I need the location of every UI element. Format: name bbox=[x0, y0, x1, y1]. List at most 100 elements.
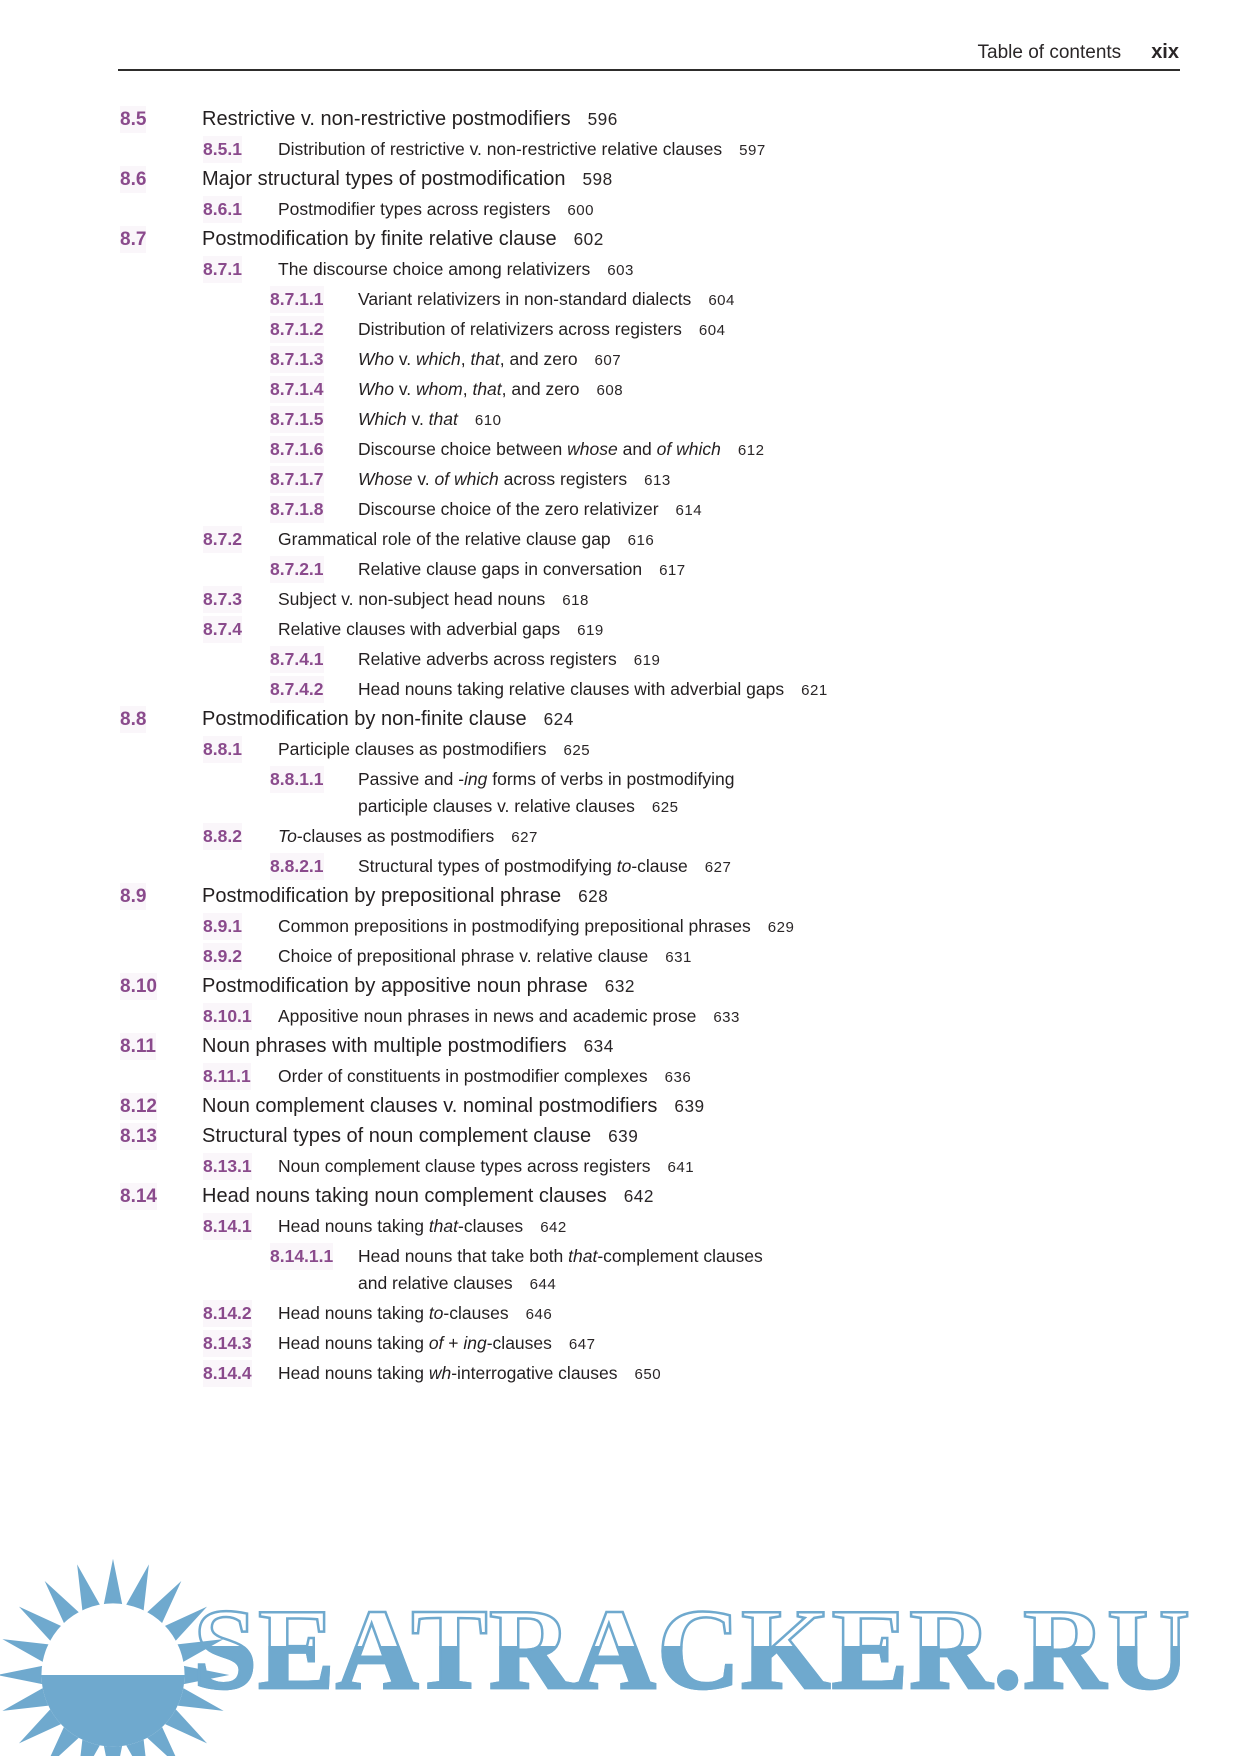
toc-entry: 8.14.3 Head nouns taking of + ing-clauses… bbox=[0, 1330, 1245, 1358]
header-title: Table of contents bbox=[977, 42, 1122, 63]
section-title: Head nouns that take both that-complemen… bbox=[358, 1246, 763, 1293]
sun-icon bbox=[0, 1558, 230, 1756]
section-number: 8.6 bbox=[120, 166, 147, 193]
section-title: Whose v. of which across registers bbox=[358, 469, 628, 489]
page-number: 650 bbox=[634, 1366, 662, 1383]
toc-entry: 8.10 Postmodification by appositive noun … bbox=[0, 973, 1245, 1000]
section-title: Noun complement clauses v. nominal postm… bbox=[202, 1095, 658, 1117]
toc-entry: 8.14.1 Head nouns taking that-clauses 642 bbox=[0, 1213, 1245, 1241]
section-number: 8.7.1.6 bbox=[270, 436, 324, 463]
toc-entry: 8.13 Structural types of noun complement … bbox=[0, 1123, 1245, 1150]
toc-entry: 8.11.1 Order of constituents in postmodif… bbox=[0, 1063, 1245, 1091]
page-number: 627 bbox=[704, 859, 732, 876]
page-number: 597 bbox=[739, 142, 766, 159]
page-number: 612 bbox=[737, 442, 765, 459]
toc-entry: 8.7.3 Subject v. non-subject head nouns 61… bbox=[0, 586, 1245, 614]
section-number: 8.7.2.1 bbox=[270, 556, 324, 583]
toc-entry: 8.5.1 Distribution of restrictive v. non-… bbox=[0, 136, 1245, 164]
page-number: 625 bbox=[563, 742, 591, 759]
section-title: Who v. which, that, and zero bbox=[358, 349, 578, 369]
page-number: 629 bbox=[767, 919, 795, 936]
toc-entry: 8.7.1.8 Discourse choice of the zero rela… bbox=[0, 496, 1245, 524]
page-number: 604 bbox=[708, 292, 735, 309]
section-number: 8.8 bbox=[120, 706, 147, 733]
section-number: 8.9 bbox=[120, 883, 147, 910]
section-number: 8.7.4.2 bbox=[270, 676, 324, 703]
page-number: 602 bbox=[573, 229, 604, 249]
page-number: 628 bbox=[578, 886, 609, 906]
section-title: Structural types of noun complement clau… bbox=[202, 1125, 592, 1147]
page-number: 603 bbox=[607, 262, 634, 279]
watermark-text: SEATRACKER.RU bbox=[192, 1586, 1192, 1713]
section-title: Head nouns taking wh-interrogative claus… bbox=[278, 1363, 618, 1383]
section-number: 8.8.1.1 bbox=[270, 766, 324, 793]
toc-entry: 8.6.1 Postmodifier types across registers… bbox=[0, 196, 1245, 224]
toc-entry: 8.9.2 Choice of prepositional phrase v. r… bbox=[0, 943, 1245, 971]
section-title: To-clauses as postmodifiers bbox=[278, 826, 495, 846]
page-number: 639 bbox=[608, 1126, 639, 1146]
section-number: 8.7 bbox=[120, 226, 147, 253]
toc-entry: 8.5 Restrictive v. non-restrictive postmo… bbox=[0, 106, 1245, 133]
section-number: 8.8.2.1 bbox=[270, 853, 324, 880]
section-title: Distribution of restrictive v. non-restr… bbox=[278, 139, 723, 159]
toc-entry: 8.6 Major structural types of postmodific… bbox=[0, 166, 1245, 193]
page-number: 598 bbox=[582, 169, 613, 189]
toc-entry: 8.7.1.7 Whose v. of which across register… bbox=[0, 466, 1245, 494]
section-number: 8.10 bbox=[120, 973, 157, 1000]
section-title: Grammatical role of the relative clause … bbox=[278, 529, 611, 549]
toc-entry: 8.12 Noun complement clauses v. nominal p… bbox=[0, 1093, 1245, 1120]
section-number: 8.7.4 bbox=[203, 616, 242, 643]
section-title: Postmodification by non-finite clause bbox=[202, 708, 527, 730]
toc-entry: 8.9.1 Common prepositions in postmodifyin… bbox=[0, 913, 1245, 941]
toc-entry: 8.7.4 Relative clauses with adverbial gap… bbox=[0, 616, 1245, 644]
toc-list: 8.5 Restrictive v. non-restrictive postmo… bbox=[0, 104, 1245, 1390]
page-number: 614 bbox=[675, 502, 703, 519]
section-title: Appositive noun phrases in news and acad… bbox=[278, 1006, 697, 1026]
section-number: 8.14.4 bbox=[203, 1360, 252, 1387]
section-number: 8.14.2 bbox=[203, 1300, 252, 1327]
toc-entry: 8.14.1.1 Head nouns that take both that-c… bbox=[0, 1243, 1245, 1298]
section-title: Major structural types of postmodificati… bbox=[202, 168, 566, 190]
section-title: Distribution of relativizers across regi… bbox=[358, 319, 682, 339]
section-title: Restrictive v. non-restrictive postmodif… bbox=[202, 108, 571, 130]
section-number: 8.13.1 bbox=[203, 1153, 252, 1180]
section-title: Noun phrases with multiple postmodifiers bbox=[202, 1035, 567, 1057]
section-number: 8.7.2 bbox=[203, 526, 242, 553]
section-number: 8.7.1.8 bbox=[270, 496, 324, 523]
page-number: 610 bbox=[474, 412, 502, 429]
page-number: 596 bbox=[587, 109, 618, 129]
section-number: 8.7.1.3 bbox=[270, 346, 324, 373]
toc-entry: 8.7 Postmodification by finite relative c… bbox=[0, 226, 1245, 253]
page-number: 632 bbox=[604, 976, 635, 996]
page-number: 636 bbox=[664, 1069, 692, 1086]
page-number: 624 bbox=[543, 709, 574, 729]
section-number: 8.7.1.2 bbox=[270, 316, 324, 343]
toc-entry: 8.7.1.1 Variant relativizers in non-stand… bbox=[0, 286, 1245, 314]
page-number: 647 bbox=[568, 1336, 596, 1353]
section-title: Head nouns taking of + ing-clauses bbox=[278, 1333, 552, 1353]
toc-entry: 8.7.2.1 Relative clause gaps in conversat… bbox=[0, 556, 1245, 584]
section-number: 8.14.1 bbox=[203, 1213, 252, 1240]
section-title: Which v. that bbox=[358, 409, 458, 429]
page-number: 607 bbox=[594, 352, 622, 369]
section-number: 8.7.1.4 bbox=[270, 376, 324, 403]
section-title: Head nouns taking to-clauses bbox=[278, 1303, 509, 1323]
section-number: 8.7.1 bbox=[203, 256, 242, 283]
toc-entry: 8.7.4.1 Relative adverbs across registers… bbox=[0, 646, 1245, 674]
toc-entry: 8.11 Noun phrases with multiple postmodif… bbox=[0, 1033, 1245, 1060]
toc-entry: 8.14.4 Head nouns taking wh-interrogative… bbox=[0, 1360, 1245, 1388]
toc-entry: 8.14.2 Head nouns taking to-clauses 646 bbox=[0, 1300, 1245, 1328]
section-title: Structural types of postmodifying to-cla… bbox=[358, 856, 688, 876]
toc-entry: 8.8.2 To-clauses as postmodifiers 627 bbox=[0, 823, 1245, 851]
section-title: Choice of prepositional phrase v. relati… bbox=[278, 946, 649, 966]
section-title: Subject v. non-subject head nouns bbox=[278, 589, 546, 609]
page-number: 642 bbox=[540, 1219, 567, 1236]
section-title: Relative clause gaps in conversation bbox=[358, 559, 643, 579]
toc-entry: 8.7.1.6 Discourse choice between whose an… bbox=[0, 436, 1245, 464]
section-title: Passive and -ing forms of verbs in postm… bbox=[358, 769, 735, 816]
section-number: 8.9.1 bbox=[203, 913, 242, 940]
page-number: 627 bbox=[511, 829, 538, 846]
section-number: 8.11.1 bbox=[203, 1063, 251, 1090]
page-number: 646 bbox=[525, 1306, 553, 1323]
